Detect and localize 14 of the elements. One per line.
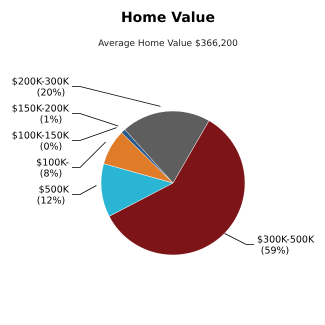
slice-label: $300K-500K	[257, 234, 315, 246]
chart-title: Home Value	[120, 10, 216, 26]
text: (0%)	[40, 142, 62, 153]
slice-label: $100K-	[36, 158, 69, 169]
data-label: (1%)	[40, 114, 62, 126]
slice-label: $200K-300K	[12, 76, 70, 88]
slice-label: $500K	[38, 184, 70, 196]
data-label: (8%)	[40, 168, 62, 180]
data-label: (20%)	[36, 88, 66, 99]
chart-subtitle: Average Home Value $366,200	[98, 39, 238, 49]
legend-label: $100K-150K	[12, 130, 70, 142]
slice-label: $150K-200K	[12, 104, 70, 115]
data-label: (12%)	[36, 196, 66, 207]
data-label: (59%)	[260, 245, 290, 256]
